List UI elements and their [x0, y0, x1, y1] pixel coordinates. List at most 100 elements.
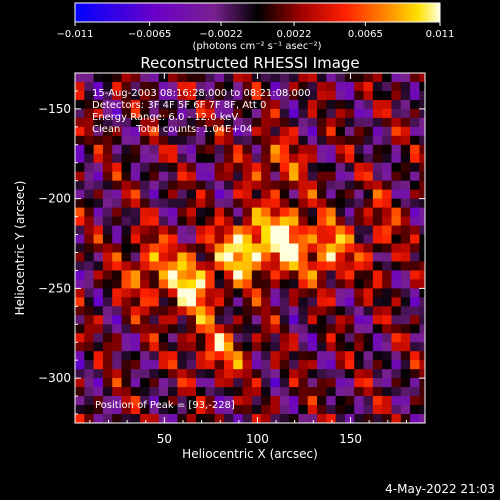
heatmap-cell	[177, 117, 188, 127]
heatmap-cell	[251, 413, 262, 423]
heatmap-cell	[344, 377, 355, 388]
heatmap-cell	[93, 90, 104, 100]
heatmap-cell	[214, 90, 225, 100]
heatmap-cell	[84, 269, 95, 280]
heatmap-cell	[289, 278, 299, 289]
heatmap-cell	[93, 73, 104, 82]
heatmap-cell	[140, 368, 150, 379]
heatmap-cell	[196, 359, 206, 370]
heatmap-cell	[93, 368, 104, 379]
heatmap-cell	[102, 395, 113, 406]
heatmap-cell	[270, 296, 281, 307]
heatmap-cell	[382, 368, 392, 379]
heatmap-cell	[363, 368, 374, 379]
heatmap-cell	[410, 234, 420, 244]
colorbar-tick-label: −0.011	[56, 29, 93, 40]
heatmap-cell	[121, 126, 132, 136]
heatmap-cell	[149, 117, 160, 127]
heatmap-cell	[400, 180, 411, 190]
heatmap-cell	[326, 341, 337, 352]
heatmap-cell	[177, 162, 188, 172]
heatmap-cell	[344, 269, 355, 280]
heatmap-cell	[233, 305, 244, 316]
heatmap-cell	[158, 251, 169, 262]
heatmap-cell	[298, 73, 309, 82]
heatmap-cell	[158, 81, 169, 91]
heatmap-cell	[84, 359, 95, 370]
heatmap-cell	[233, 234, 244, 244]
heatmap-cell	[242, 216, 253, 226]
heatmap-cell	[205, 251, 216, 262]
heatmap-cell	[289, 216, 299, 226]
heatmap-cell	[354, 341, 365, 352]
heatmap-cell	[289, 395, 299, 406]
heatmap-cell	[223, 260, 234, 271]
heatmap-cell	[382, 189, 392, 199]
heatmap-cell	[84, 377, 95, 388]
heatmap-cell	[168, 234, 178, 244]
heatmap-cell	[233, 404, 244, 415]
heatmap-cell	[112, 350, 123, 361]
heatmap-cell	[317, 171, 327, 181]
heatmap-cell	[140, 341, 150, 352]
x-tick-label: 50	[157, 432, 172, 446]
heatmap-cell	[93, 251, 104, 262]
heatmap-cell	[344, 341, 355, 352]
heatmap-cell	[121, 278, 132, 289]
heatmap-cell	[177, 368, 188, 379]
heatmap-cell	[419, 243, 425, 253]
heatmap-cell	[400, 243, 411, 253]
heatmap-cell	[214, 323, 225, 334]
heatmap-cell	[410, 413, 420, 423]
heatmap-cell	[279, 81, 290, 91]
heatmap-cell	[130, 180, 141, 190]
heatmap-cell	[186, 144, 197, 154]
heatmap-cell	[186, 162, 197, 172]
heatmap-cell	[298, 117, 309, 127]
heatmap-cell	[326, 314, 337, 325]
heatmap-cell	[354, 386, 365, 397]
heatmap-cell	[298, 90, 309, 100]
heatmap-cell	[382, 180, 392, 190]
heatmap-cell	[326, 368, 337, 379]
heatmap-cell	[130, 413, 141, 423]
heatmap-cell	[307, 234, 318, 244]
heatmap-cell	[382, 404, 392, 415]
heatmap-cell	[93, 341, 104, 352]
heatmap-cell	[158, 260, 169, 271]
heatmap-cell	[112, 332, 123, 343]
heatmap-cell	[75, 207, 85, 217]
heatmap-cell	[354, 180, 365, 190]
heatmap-cell	[177, 198, 188, 208]
heatmap-cell	[363, 386, 374, 397]
heatmap-cell	[242, 225, 253, 235]
heatmap-cell	[261, 189, 271, 199]
heatmap-cell	[223, 287, 234, 298]
heatmap-cell	[363, 314, 374, 325]
heatmap-cell	[317, 90, 327, 100]
heatmap-cell	[177, 332, 188, 343]
heatmap-cell	[75, 251, 85, 262]
heatmap-cell	[93, 243, 104, 253]
heatmap-cell	[140, 404, 150, 415]
heatmap-cell	[130, 234, 141, 244]
heatmap-cell	[298, 404, 309, 415]
heatmap-cell	[335, 377, 346, 388]
heatmap-cell	[326, 198, 337, 208]
heatmap-cell	[140, 90, 150, 100]
heatmap-cell	[279, 296, 290, 307]
heatmap-cell	[279, 189, 290, 199]
heatmap-cell	[168, 377, 178, 388]
heatmap-cell	[419, 323, 425, 334]
heatmap-cell	[344, 305, 355, 316]
heatmap-cell	[168, 251, 178, 262]
heatmap-cell	[261, 404, 271, 415]
heatmap-cell	[270, 350, 281, 361]
heatmap-cell	[196, 234, 206, 244]
heatmap-cell	[168, 225, 178, 235]
heatmap-cell	[400, 135, 411, 145]
heatmap-cell	[307, 296, 318, 307]
heatmap-cell	[242, 260, 253, 271]
heatmap-cell	[372, 216, 383, 226]
heatmap-cell	[93, 135, 104, 145]
